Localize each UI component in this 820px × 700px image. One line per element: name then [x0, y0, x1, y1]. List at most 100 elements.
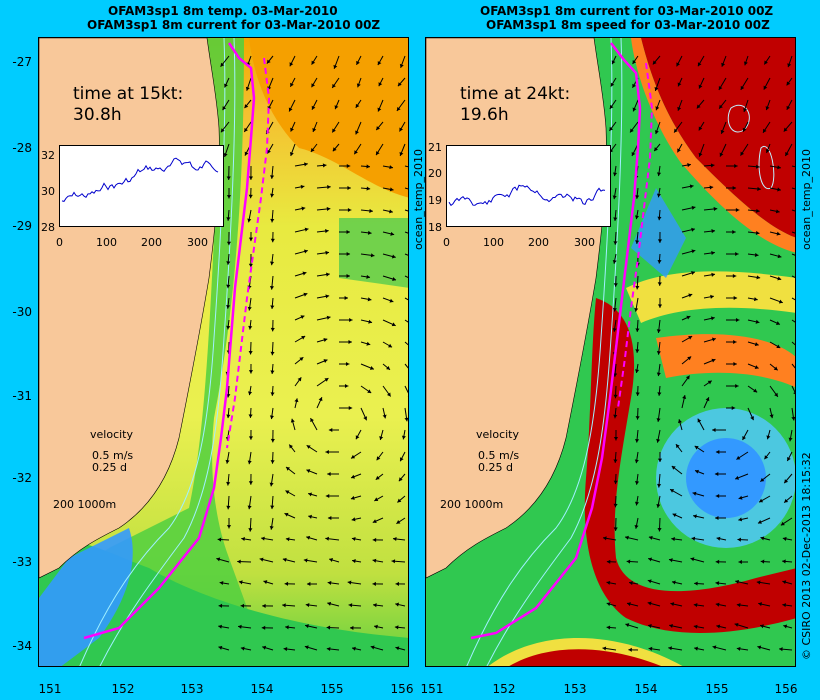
current-arrowhead	[323, 359, 328, 363]
current-arrowhead	[305, 602, 310, 608]
current-arrowhead	[238, 624, 242, 629]
current-arrowhead	[688, 336, 693, 340]
current-arrowhead	[392, 277, 397, 281]
current-arrowhead	[217, 537, 222, 542]
current-arrowhead	[734, 163, 738, 169]
eddy-core	[686, 438, 766, 518]
warm-water-region	[249, 38, 408, 198]
current-arrowhead	[248, 350, 253, 355]
current-arrow	[791, 231, 795, 234]
right-map-canvas	[426, 38, 796, 666]
current-arrowhead	[647, 601, 652, 606]
current-arrow	[404, 187, 408, 190]
current-arrowhead	[247, 285, 252, 290]
current-arrowhead	[303, 292, 308, 297]
current-arrowhead	[656, 193, 662, 198]
current-arrow	[404, 363, 408, 369]
current-arrowhead	[294, 398, 299, 403]
current-arrowhead	[693, 624, 698, 629]
left-title-line1: OFAM3sp1 8m temp. 03-Mar-2010	[108, 4, 338, 18]
current-arrowhead	[743, 61, 748, 66]
current-arrowhead	[763, 128, 767, 133]
cool-water-region	[39, 528, 133, 666]
lon-tick-label-right: 152	[492, 682, 516, 696]
southern-green	[39, 538, 408, 666]
current-arrowhead	[765, 148, 770, 153]
high-speed-region	[641, 38, 795, 238]
current-arrowhead	[757, 186, 761, 191]
current-arrow	[791, 209, 795, 212]
current-arrowhead	[270, 460, 275, 464]
current-arrowhead	[388, 343, 393, 348]
current-arrowhead	[306, 535, 311, 540]
current-arrowhead	[795, 369, 796, 373]
current-arrowhead	[677, 148, 681, 153]
current-arrowhead	[657, 282, 662, 286]
current-arrowhead	[245, 86, 250, 91]
current-arrowhead	[709, 185, 714, 190]
current-arrowhead	[240, 646, 245, 651]
current-arrowhead	[710, 294, 714, 299]
current-arrowhead	[760, 624, 764, 629]
current-arrowhead	[372, 558, 377, 563]
current-arrowhead	[611, 60, 616, 65]
current-arrowhead	[369, 366, 374, 370]
lon-tick-label-left: 154	[250, 682, 274, 696]
current-arrowhead	[696, 104, 701, 109]
current-arrowhead	[630, 128, 634, 133]
current-arrowhead	[367, 230, 372, 235]
current-arrowhead	[755, 164, 760, 169]
current-arrowhead	[698, 126, 703, 131]
current-arrowhead	[786, 81, 791, 86]
current-arrowhead	[635, 438, 640, 443]
current-arrowhead	[606, 559, 611, 564]
current-arrowhead	[386, 365, 391, 370]
current-arrowhead	[344, 383, 349, 389]
current-arrowhead	[740, 151, 745, 156]
current-arrowhead	[261, 625, 266, 630]
lat-tick-label: -28	[12, 141, 32, 155]
current-arrowhead	[697, 418, 702, 423]
current-arrowhead	[248, 237, 254, 242]
current-arrowhead	[765, 106, 770, 111]
current-arrowhead	[285, 625, 289, 630]
current-arrowhead	[218, 603, 223, 608]
left-time-label: time at 15kt:	[73, 84, 184, 104]
current-arrowhead	[391, 254, 396, 259]
current-arrowhead	[720, 129, 725, 134]
current-arrowhead	[657, 392, 662, 396]
left-inset-xtick-2: 200	[141, 236, 162, 249]
current-arrowhead	[711, 229, 716, 234]
current-arrowhead	[226, 195, 232, 199]
left-inset-plot	[61, 157, 219, 202]
current-arrowhead	[303, 249, 308, 254]
current-arrowhead	[634, 481, 640, 485]
current-arrowhead	[389, 165, 393, 170]
current-arrowhead	[613, 480, 618, 485]
current-arrowhead	[395, 646, 400, 651]
current-arrowhead	[326, 625, 331, 630]
current-arrowhead	[370, 253, 375, 258]
current-arrowhead	[691, 249, 696, 254]
current-arrowhead	[397, 498, 402, 503]
current-arrowhead	[300, 184, 305, 189]
current-arrowhead	[732, 185, 737, 191]
current-arrowhead	[390, 231, 395, 236]
current-arrowhead	[738, 495, 743, 500]
southern-jet-yellow	[488, 638, 683, 666]
ship-route-return	[617, 62, 654, 409]
current-arrowhead	[657, 259, 662, 264]
current-arrowhead	[635, 369, 640, 373]
current-arrowhead	[248, 436, 254, 440]
current-arrow	[791, 253, 795, 256]
current-arrowhead	[222, 106, 227, 111]
current-arrowhead	[635, 328, 640, 332]
current-arrowhead	[757, 645, 762, 650]
current-arrowhead	[399, 127, 403, 132]
current-arrowhead	[783, 127, 788, 132]
left-inset-timeseries	[59, 145, 224, 227]
current-arrowhead	[318, 397, 323, 402]
current-arrowhead	[635, 285, 640, 290]
current-arrow	[791, 297, 795, 301]
current-arrowhead	[787, 63, 792, 68]
